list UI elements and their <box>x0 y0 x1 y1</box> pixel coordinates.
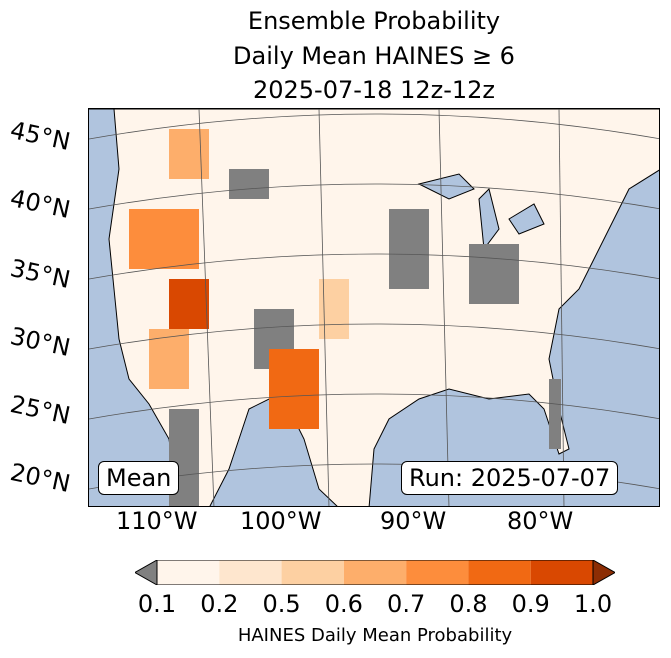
colorbar-segment <box>468 560 531 585</box>
colorbar-tick: 0.2 <box>200 590 239 618</box>
lat-label: 25°N <box>7 390 73 430</box>
great-lakes <box>417 173 545 251</box>
colorbar-tick: 0.9 <box>511 590 550 618</box>
title-line-1: Ensemble Probability <box>247 7 501 35</box>
lon-label: 110°W <box>116 507 198 535</box>
lat-label: 40°N <box>7 184 73 224</box>
lon-label: 80°W <box>507 507 574 535</box>
title-line-2: Daily Mean HAINES ≥ 6 <box>233 42 515 70</box>
colorbar-segment <box>406 560 469 585</box>
colorbar-segment <box>281 560 344 585</box>
lon-label: 100°W <box>240 507 322 535</box>
colorbar-tick: 0.8 <box>449 590 488 618</box>
colorbar-label: HAINES Daily Mean Probability <box>237 625 513 646</box>
colorbar-segment <box>530 560 593 585</box>
colorbar-segment <box>343 560 407 585</box>
run-label: Run: 2025-07-07 <box>401 461 619 495</box>
colorbar-tick: 0.5 <box>262 590 301 618</box>
title-line-3: 2025-07-18 12z-12z <box>252 76 496 104</box>
lat-label: 35°N <box>7 254 73 294</box>
low-probability-areas <box>169 169 561 506</box>
lat-label: 30°N <box>7 322 73 362</box>
colorbar-tick: 1.0 <box>573 590 613 618</box>
colorbar-under-triangle <box>135 560 158 585</box>
colorbar-segment <box>219 560 282 585</box>
land-north-america <box>89 109 659 506</box>
colorbar-tick: 0.7 <box>387 590 426 618</box>
lat-label: 45°N <box>7 116 73 156</box>
colorbar-tick: 0.1 <box>137 590 177 618</box>
colorbar-tick: 0.6 <box>324 590 363 618</box>
colorbar <box>135 560 615 585</box>
lat-label: 20°N <box>7 458 73 498</box>
mean-label: Mean <box>98 461 180 495</box>
probability-map: Mean Run: 2025-07-07 <box>88 108 660 507</box>
lon-label: 90°W <box>380 507 447 535</box>
colorbar-over-triangle <box>592 560 615 585</box>
colorbar-segment <box>157 560 220 585</box>
